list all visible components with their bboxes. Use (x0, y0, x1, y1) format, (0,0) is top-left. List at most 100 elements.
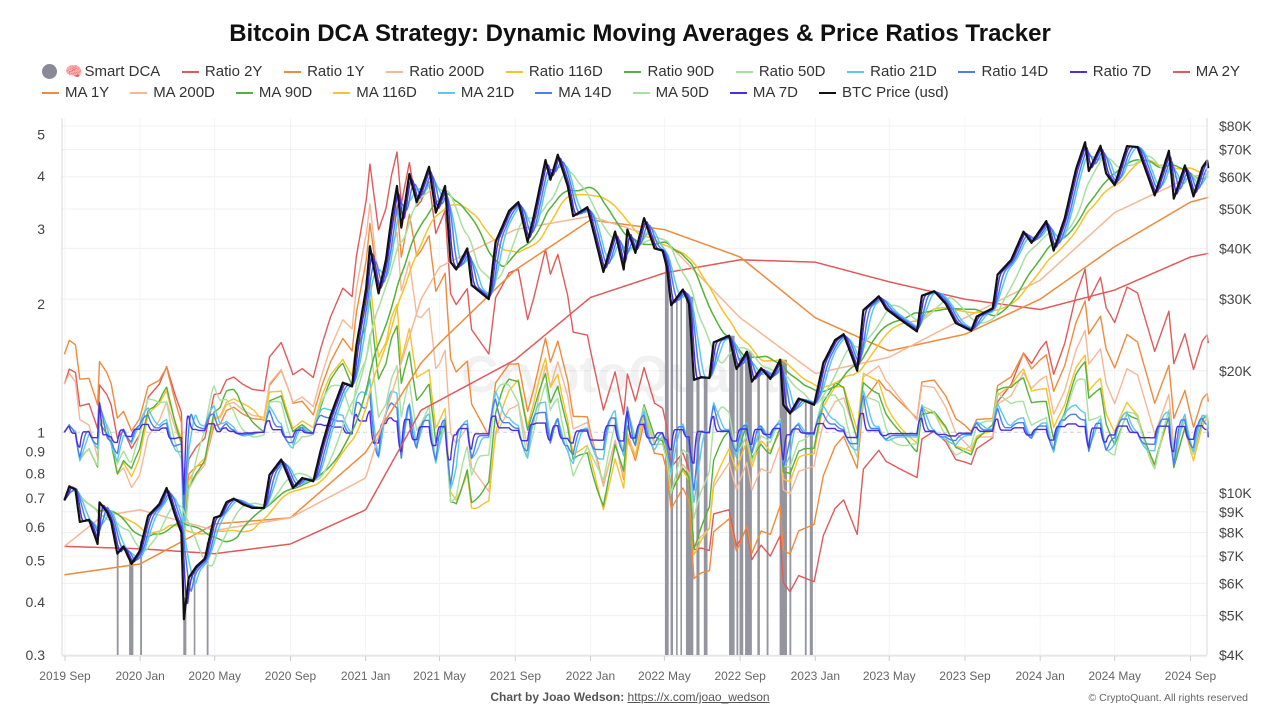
ratio-1y-line (63, 205, 1209, 580)
legend-line-icon (284, 70, 302, 73)
legend-label: Smart DCA (84, 63, 161, 80)
legend-line-icon (42, 91, 59, 94)
legend-label: MA 21D (460, 84, 515, 101)
copyright: © CryptoQuant. All rights reserved (1088, 692, 1248, 704)
left-tick-label: 0.8 (26, 466, 46, 482)
smart-dca-bar (206, 542, 209, 655)
smart-dca-bar (729, 335, 735, 655)
legend-label: Ratio 50D (758, 63, 826, 80)
legend-item[interactable]: BTC Price (usd) (818, 84, 949, 101)
legend-item[interactable]: 🧠 Smart DCA (42, 63, 160, 80)
left-tick-label: 0.6 (26, 519, 46, 535)
credit-link[interactable]: https://x.com/joao_wedson (627, 690, 770, 704)
x-tick-label: 2022 Sep (714, 669, 766, 683)
legend-label: MA 50D (655, 84, 709, 101)
legend-item[interactable]: Ratio 1Y (284, 63, 365, 80)
x-tick-label: 2024 May (1088, 669, 1141, 683)
legend-item[interactable]: Ratio 50D (735, 63, 826, 80)
legend-dot-icon (42, 64, 57, 79)
right-tick-label: $5K (1219, 608, 1245, 624)
right-tick-label: $7K (1219, 548, 1245, 564)
legend-item[interactable]: Ratio 2Y (181, 63, 263, 80)
legend-label: MA 14D (558, 84, 612, 101)
left-tick-label: 0.5 (26, 552, 46, 568)
legend-item[interactable]: MA 21D (437, 84, 515, 101)
legend-line-icon (729, 91, 747, 94)
legend-line-icon (130, 91, 148, 94)
smart-dca-bar (739, 357, 744, 655)
right-tick-label: $4K (1219, 647, 1245, 663)
x-tick-label: 2021 May (413, 669, 466, 683)
ma-116d-line (63, 159, 1209, 535)
legend-line-icon (181, 70, 199, 73)
left-tick-label: 1 (37, 424, 45, 440)
legend-item[interactable]: MA 2Y (1172, 63, 1240, 80)
legend-label: MA 1Y (65, 84, 110, 101)
legend-label: Ratio 14D (981, 63, 1049, 80)
x-tick-label: 2021 Jan (341, 669, 390, 683)
legend-item[interactable]: MA 14D (535, 84, 612, 101)
left-tick-label: 0.3 (26, 647, 46, 663)
legend-item[interactable]: Ratio 21D (847, 63, 937, 80)
legend-row: 🧠 Smart DCA Ratio 2Y Ratio 1Y Ratio 200D Rati… (42, 63, 1240, 80)
btc-price-line (63, 141, 1210, 621)
legend-item[interactable]: Ratio 7D (1069, 63, 1152, 80)
legend-line-icon (386, 70, 404, 73)
smart-dca-bar (766, 374, 769, 655)
legend-label: Ratio 21D (870, 63, 937, 80)
smart-dca-bar (140, 541, 143, 655)
series-lines (63, 141, 1210, 621)
legend-line-icon (624, 70, 642, 73)
x-tick-label: 2020 Jan (115, 669, 164, 683)
legend-line-icon (632, 91, 650, 94)
right-tick-label: $9K (1219, 504, 1245, 520)
legend-line-icon (1069, 70, 1087, 73)
legend-label: Ratio 2Y (204, 63, 263, 80)
left-tick-label: 0.7 (26, 490, 46, 506)
x-tick-label: 2021 Sep (490, 669, 542, 683)
x-tick-label: 2024 Sep (1165, 669, 1217, 683)
left-tick-label: 5 (37, 126, 45, 142)
smart-dca-bar (779, 359, 787, 655)
smart-dca-bar (116, 550, 119, 655)
right-tick-label: $8K (1219, 525, 1245, 541)
legend-line-icon (505, 70, 523, 73)
legend-item[interactable]: MA 90D (235, 84, 312, 101)
right-tick-label: $6K (1219, 575, 1245, 591)
legend-item[interactable]: MA 7D (729, 84, 798, 101)
smart-dca-bar (736, 365, 739, 655)
legend-item[interactable]: MA 50D (632, 84, 709, 101)
x-tick-label: 2024 Jan (1015, 669, 1064, 683)
right-tick-label: $10K (1219, 485, 1252, 501)
smart-dca-bar (129, 558, 134, 655)
legend-label: BTC Price (usd) (841, 84, 949, 101)
legend-item[interactable]: MA 200D (130, 84, 215, 101)
legend-label: MA 7D (752, 84, 798, 101)
credit-label: Chart by Joao Wedson: (490, 690, 625, 704)
legend-item[interactable]: Ratio 14D (958, 63, 1048, 80)
legend-item[interactable]: Ratio 116D (505, 63, 603, 80)
legend-line-icon (333, 91, 351, 94)
left-tick-label: 4 (37, 168, 45, 184)
smart-dca-bar (676, 297, 678, 655)
legend-item[interactable]: Ratio 90D (624, 63, 714, 80)
legend-line-icon (535, 91, 553, 94)
legend-item[interactable]: MA 1Y (42, 84, 109, 101)
ratio-2y-line (63, 151, 1209, 593)
ma-200d-line (63, 173, 1209, 547)
legend-item[interactable]: MA 116D (333, 84, 417, 101)
legend-line-icon (847, 70, 865, 73)
legend-label: Ratio 7D (1092, 63, 1152, 80)
legend-line-icon (958, 70, 976, 73)
axes: $80K $70K $60K $50K $40K $30K $20K $10K $9K $8K $7… (26, 118, 1252, 683)
smart-dca-bar (789, 411, 792, 655)
x-tick-label: 2023 Jan (791, 669, 840, 683)
smart-dca-bar (757, 369, 760, 655)
x-tick-label: 2022 Jan (566, 669, 615, 683)
x-tick-label: 2022 May (638, 669, 691, 683)
right-tick-label: $60K (1219, 169, 1252, 185)
legend-line-icon (1172, 70, 1190, 73)
legend-item[interactable]: Ratio 200D (386, 63, 484, 80)
left-tick-label: 3 (37, 221, 45, 237)
right-tick-label: $80K (1219, 118, 1252, 134)
